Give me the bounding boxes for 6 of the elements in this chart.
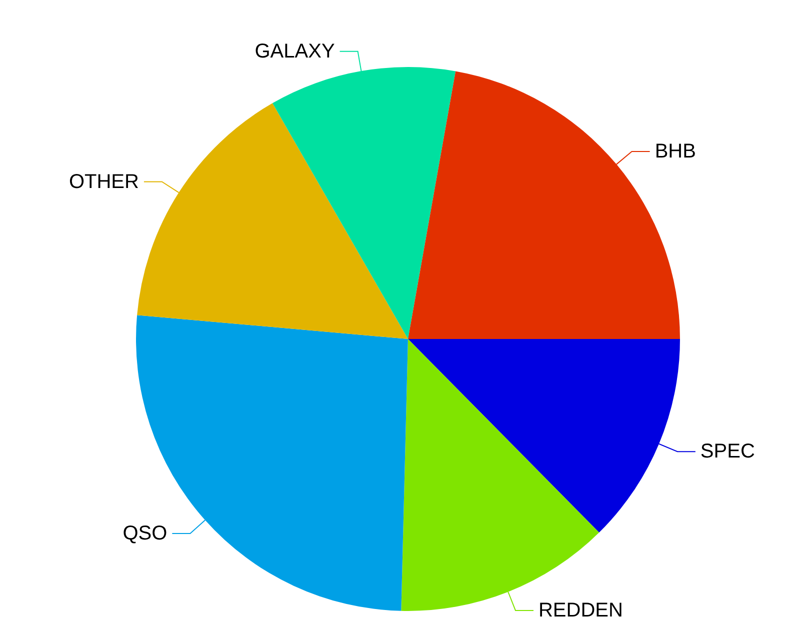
slice-label: BHB xyxy=(654,140,696,162)
slice-label: SPEC xyxy=(700,440,755,463)
slice-label: QSO xyxy=(122,522,168,544)
slice-label: REDDEN xyxy=(538,599,623,622)
slice-label: OTHER xyxy=(68,170,139,193)
slice-label: GALAXY xyxy=(254,40,335,62)
